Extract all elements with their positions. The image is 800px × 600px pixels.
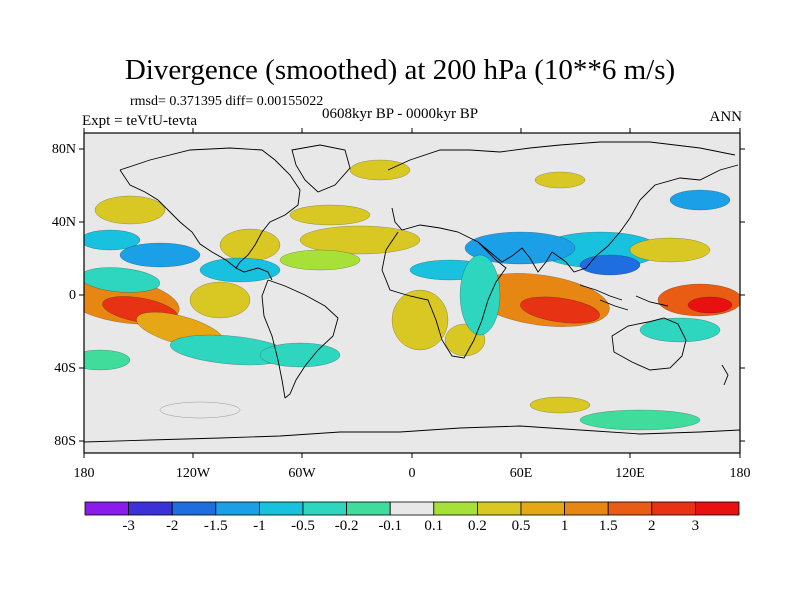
colorbar-box xyxy=(476,501,522,516)
field-contour xyxy=(159,401,241,419)
lat-label-0: 0 xyxy=(69,288,76,303)
lat-label-40n: 40N xyxy=(51,215,76,230)
colorbar-label: -2 xyxy=(165,518,179,534)
colorbar-box xyxy=(258,501,304,516)
colorbar-box xyxy=(651,501,696,516)
colorbar-label: 0.2 xyxy=(468,518,487,534)
axis-ticks xyxy=(79,128,745,458)
field-contour xyxy=(629,237,711,263)
colorbar-label: -0.2 xyxy=(334,518,359,534)
colorbar-label: 0.5 xyxy=(511,518,531,534)
colorbar-box xyxy=(695,501,740,516)
field-contour xyxy=(579,254,641,276)
colorbar-box xyxy=(389,501,435,516)
field-contour xyxy=(459,254,501,336)
lon-label-120e: 120E xyxy=(615,466,645,481)
field-contour xyxy=(687,296,733,314)
lon-label-180e: 180 xyxy=(729,466,751,481)
field-contour xyxy=(94,195,166,225)
lon-label-60e: 60E xyxy=(509,466,533,481)
field-contour xyxy=(534,171,586,189)
colorbar-box xyxy=(171,501,217,516)
colorbar-label: -3 xyxy=(122,518,135,534)
colorbar-label: -0.5 xyxy=(291,518,315,534)
colorbar-label: -1.5 xyxy=(203,518,228,534)
field-contour xyxy=(529,396,591,414)
coastlines xyxy=(84,141,740,443)
field-contour xyxy=(219,228,281,262)
field-contour xyxy=(579,409,701,431)
colorbar-label: 1 xyxy=(560,518,569,534)
colorbar-label: 2 xyxy=(648,518,656,534)
field-contour xyxy=(669,189,731,211)
lon-label-0: 0 xyxy=(408,466,416,481)
lon-label-60w: 60W xyxy=(288,466,316,481)
colorbar-box xyxy=(520,501,565,516)
colorbar-label: 3 xyxy=(691,518,700,534)
colorbar-box xyxy=(346,501,391,516)
colorbar-label: 0.1 xyxy=(424,518,444,534)
lat-label-40s: 40S xyxy=(54,361,76,376)
field-contour xyxy=(84,229,141,251)
colorbar-box xyxy=(433,501,478,516)
lon-label-180w: 180 xyxy=(73,466,95,481)
colorbar-box xyxy=(84,501,129,516)
colorbar-label: -0.1 xyxy=(378,518,403,534)
field-contour xyxy=(289,204,371,226)
colorbar-label: -1 xyxy=(253,518,266,534)
colorbar-label: 1.5 xyxy=(598,518,618,534)
season-label: ANN xyxy=(709,109,743,125)
plot-title: Divergence (smoothed) at 200 hPa (10**6 … xyxy=(124,54,676,86)
colorbar xyxy=(84,501,740,516)
lat-label-80s: 80S xyxy=(54,434,76,449)
colorbar-box xyxy=(215,501,260,516)
lon-label-120w: 120W xyxy=(175,466,211,481)
field-contour xyxy=(391,289,449,351)
colorbar-box xyxy=(128,501,173,516)
field-contour xyxy=(259,342,341,368)
lat-label-80n: 80N xyxy=(51,142,76,157)
field-contour xyxy=(520,296,600,324)
field-contour xyxy=(349,159,411,181)
field-contour xyxy=(279,249,361,271)
field-contour xyxy=(119,242,201,268)
experiment-label: Expt = teVtU-tevta xyxy=(82,113,198,129)
colorbar-box xyxy=(302,501,347,516)
field-contour xyxy=(639,317,721,343)
colorbar-box xyxy=(607,501,653,516)
field-contour xyxy=(84,349,131,371)
stats-line: rmsd= 0.371395 diff= 0.00155022 xyxy=(130,94,324,109)
colorbar-box xyxy=(564,501,609,516)
field-contour xyxy=(189,281,251,319)
field-contour xyxy=(84,267,161,293)
period-label: 0608kyr BP - 0000kyr BP xyxy=(322,106,479,122)
field-contour xyxy=(299,225,421,255)
